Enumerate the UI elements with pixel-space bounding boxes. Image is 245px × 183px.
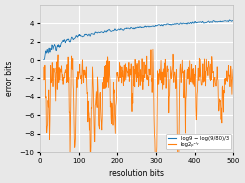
Legend: log9 − log(9/80)/3, log2ₚᵒˡʸ: log9 − log(9/80)/3, log2ₚᵒˡʸ: [166, 134, 231, 149]
Y-axis label: error bits: error bits: [5, 61, 14, 96]
X-axis label: resolution bits: resolution bits: [109, 169, 164, 178]
